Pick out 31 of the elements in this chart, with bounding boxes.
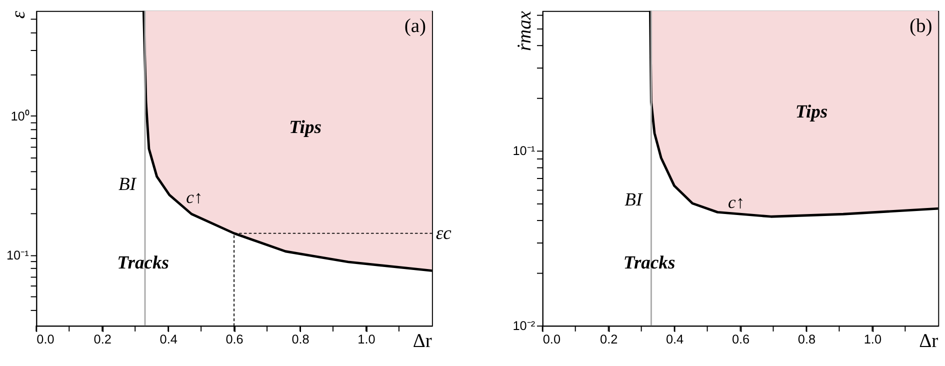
annotation: (b) [909, 16, 932, 38]
x-tick-label: 0.6 [732, 332, 750, 347]
annotation: Tracks [623, 252, 676, 274]
y-axis-title: ε [8, 10, 30, 19]
x-tick-label: 0.2 [600, 332, 618, 347]
y-tick-label: 10⁰ [10, 109, 30, 124]
x-tick-label: 0.4 [160, 332, 178, 347]
x-tick-label: 1.0 [358, 332, 376, 347]
x-axis-title: Δr [919, 331, 939, 352]
x-tick-label: 0.2 [94, 332, 112, 347]
annotation: Tips [795, 101, 828, 122]
x-tick-label: 0.0 [542, 332, 561, 347]
annotation: εc [436, 223, 452, 244]
x-tick-label: 0.0 [36, 332, 54, 347]
annotation: Tracks [117, 252, 169, 274]
y-tick-label: 10⁻¹ [512, 144, 536, 158]
x-axis-title: Δr [412, 331, 432, 352]
y-axis-title: ṙmax [514, 10, 536, 52]
x-tick-label: 1.0 [864, 332, 882, 347]
y-tick-label: 10⁻¹ [6, 248, 29, 262]
x-tick-label: 0.8 [292, 332, 310, 347]
annotation: BI [118, 174, 137, 195]
y-tick-label: 10⁻² [512, 318, 536, 333]
x-tick-label: 0.6 [226, 332, 244, 347]
annotation: BI [624, 190, 643, 211]
x-tick-label: 0.4 [666, 332, 684, 347]
annotation: (a) [404, 16, 426, 38]
annotation: c↑ [728, 192, 745, 212]
annotation: c↑ [186, 187, 203, 208]
annotation: Tips [289, 117, 322, 138]
x-tick-label: 0.8 [798, 332, 816, 347]
